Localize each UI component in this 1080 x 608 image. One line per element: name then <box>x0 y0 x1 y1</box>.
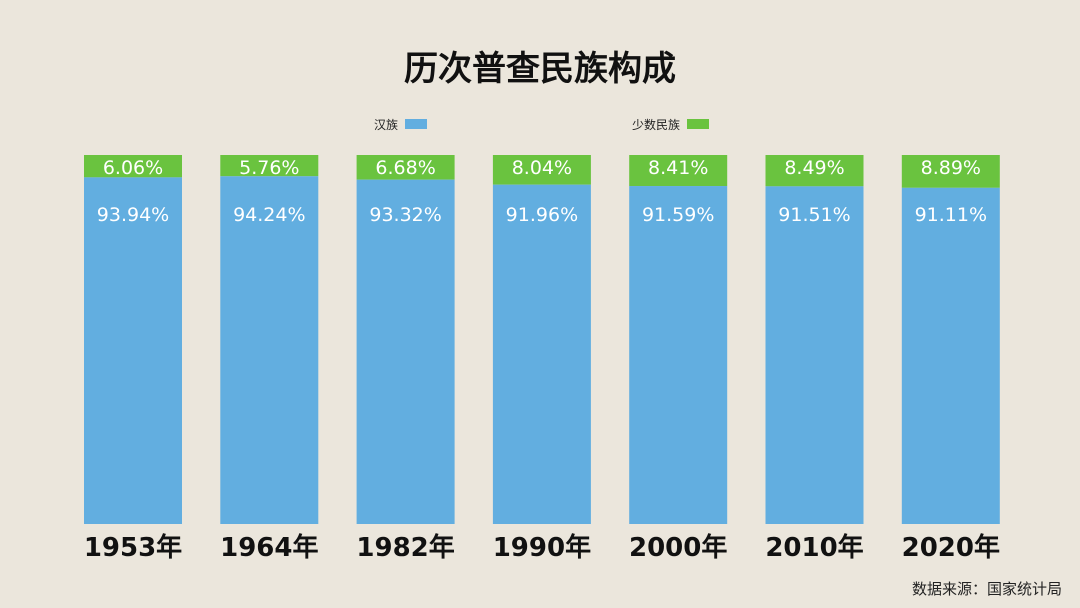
han-value-label: 91.59% <box>642 204 714 226</box>
minority-value-label: 6.06% <box>103 157 163 179</box>
han-bar <box>901 187 1000 525</box>
han-bar <box>84 177 182 525</box>
legend-minority-swatch <box>687 119 709 129</box>
han-value-label: 91.96% <box>506 204 578 226</box>
han-value-label: 94.24% <box>233 204 305 226</box>
minority-bar <box>220 155 319 177</box>
han-bar <box>629 186 728 524</box>
legend-minority-label: 少数民族 <box>632 117 680 132</box>
minority-value-label: 5.76% <box>239 157 299 179</box>
x-tick-label: 1982年 <box>356 532 454 563</box>
minority-bar <box>901 155 1000 188</box>
x-tick-label: 1964年 <box>220 532 318 563</box>
minority-value-label: 8.89% <box>921 157 981 179</box>
minority-value-label: 8.41% <box>648 157 708 179</box>
x-tick-label: 2000年 <box>629 532 727 563</box>
han-value-label: 93.94% <box>97 204 169 226</box>
minority-bar <box>629 155 728 187</box>
legend-han-swatch <box>405 119 427 129</box>
legend: 汉族 少数民族 <box>374 117 709 132</box>
x-tick-label: 1953年 <box>84 532 182 563</box>
x-tick-label: 1990年 <box>493 532 591 563</box>
han-bar <box>220 176 319 524</box>
han-value-label: 93.32% <box>369 204 441 226</box>
bars-group: 6.06% 93.94% 5.76% 94.24% 6.68% 93.32% 8.04% 91… <box>84 155 1000 525</box>
han-value-label: 91.11% <box>915 204 987 226</box>
source-note: 数据来源：国家统计局 <box>912 580 1062 598</box>
minority-value-label: 8.04% <box>512 157 572 179</box>
han-bar <box>765 186 864 524</box>
han-bar <box>356 179 455 524</box>
minority-value-label: 6.68% <box>375 157 435 179</box>
minority-value-label: 8.49% <box>784 157 844 179</box>
han-bar <box>492 184 591 524</box>
chart-title: 历次普查民族构成 <box>404 49 676 89</box>
han-value-label: 91.51% <box>778 204 850 226</box>
x-tick-label: 2010年 <box>765 532 863 563</box>
minority-bar <box>765 155 864 187</box>
x-axis-labels: 1953年 1964年 1982年 1990年 2000年 2010年 2020年 <box>84 532 1000 563</box>
minority-bar <box>492 155 591 185</box>
x-tick-label: 2020年 <box>902 532 1000 563</box>
minority-bar <box>356 155 455 180</box>
legend-han-label: 汉族 <box>374 118 398 132</box>
minority-bar <box>84 155 182 178</box>
